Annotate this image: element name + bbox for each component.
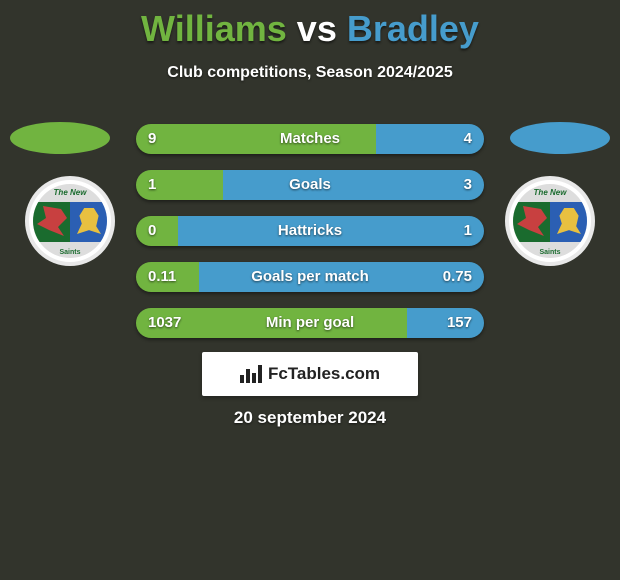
stats-container: Matches94Goals13Hattricks01Goals per mat…	[136, 124, 484, 354]
club-crest: The New Saints	[33, 184, 107, 258]
club-crest: The New Saints	[513, 184, 587, 258]
crest-top-text: The New	[513, 188, 587, 197]
stat-label: Min per goal	[136, 308, 484, 338]
player1-marker	[10, 122, 110, 154]
stat-value-player1: 0	[148, 216, 156, 246]
comparison-title: Williams vs Bradley	[0, 0, 620, 50]
stat-label: Hattricks	[136, 216, 484, 246]
credit-box: FcTables.com	[202, 352, 418, 396]
vs-label: vs	[297, 8, 337, 49]
crest-top-text: The New	[33, 188, 107, 197]
stat-row: Matches9 4	[136, 124, 484, 154]
subtitle: Club competitions, Season 2024/2025	[0, 64, 620, 82]
stat-row: Min per goal1037 157	[136, 308, 484, 338]
stat-value-player2: 3	[464, 170, 472, 200]
stat-value-player1: 9	[148, 124, 156, 154]
stat-label: Goals	[136, 170, 484, 200]
stat-label: Matches	[136, 124, 484, 154]
player2-club-logo: The New Saints	[505, 176, 595, 266]
credit-text: FcTables.com	[268, 364, 380, 384]
player1-name: Williams	[141, 8, 287, 49]
stat-row: Hattricks0 1	[136, 216, 484, 246]
player1-club-logo: The New Saints	[25, 176, 115, 266]
stat-value-player2: 1	[464, 216, 472, 246]
stat-value-player1: 1	[148, 170, 156, 200]
stat-value-player2: 4	[464, 124, 472, 154]
crest-bottom-text: Saints	[513, 249, 587, 256]
crest-bottom-text: Saints	[33, 249, 107, 256]
stat-value-player1: 1037	[148, 308, 181, 338]
stat-value-player2: 157	[447, 308, 472, 338]
player2-name: Bradley	[347, 8, 479, 49]
stat-value-player2: 0.75	[443, 262, 472, 292]
stat-label: Goals per match	[136, 262, 484, 292]
stat-row: Goals1 3	[136, 170, 484, 200]
player2-marker	[510, 122, 610, 154]
stat-value-player1: 0.11	[148, 262, 176, 292]
chart-icon	[240, 365, 262, 383]
stat-row: Goals per match0.11 0.75	[136, 262, 484, 292]
date-label: 20 september 2024	[0, 408, 620, 428]
